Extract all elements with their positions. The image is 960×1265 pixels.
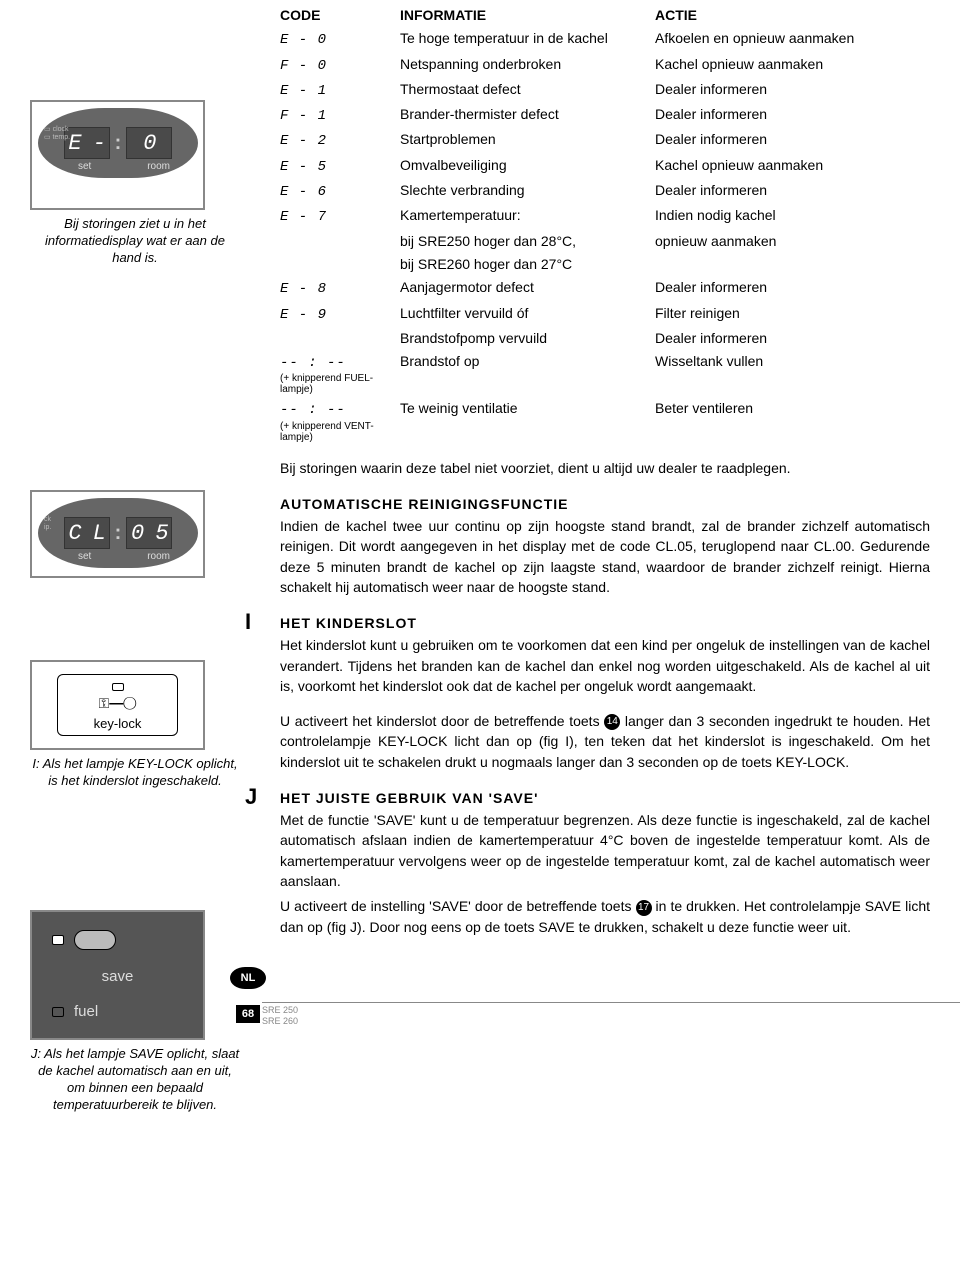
code-cell: -- : --(+ knipperend VENT-lampje) <box>280 398 395 442</box>
code-cell: E - 6 <box>280 180 395 202</box>
th-info: INFORMATIE <box>400 5 650 25</box>
info-cell: Aanjagermotor defect <box>400 277 650 299</box>
lcd-left: E - <box>64 127 110 159</box>
info-cell: Brander-thermister defect <box>400 104 650 126</box>
info-cell: Netspanning onderbroken <box>400 54 650 76</box>
lcd-right-2: 0 5 <box>126 517 172 549</box>
kinderslot-p2: U activeert het kinderslot door de betre… <box>280 711 930 772</box>
temp-indicator: temp. <box>53 134 71 141</box>
keylock-label: key-lock <box>66 716 169 731</box>
th-action: ACTIE <box>655 5 905 25</box>
kinderslot-p1: Het kinderslot kunt u gebruiken om te vo… <box>280 635 930 696</box>
info-cell: Brandstof op <box>400 351 650 395</box>
action-cell: Filter reinigen <box>655 303 905 325</box>
action-cell <box>655 254 905 274</box>
caption-i: I: Als het lampje KEY-LOCK oplicht, is h… <box>30 756 240 790</box>
code-cell: F - 1 <box>280 104 395 126</box>
kinderslot-title: HET KINDERSLOT <box>280 615 930 631</box>
code-cell: E - 9 <box>280 303 395 325</box>
info-cell: bij SRE250 hoger dan 28°C, <box>400 231 650 251</box>
code-cell: E - 0 <box>280 28 395 50</box>
action-cell: Beter ventileren <box>655 398 905 442</box>
code-cell: E - 5 <box>280 155 395 177</box>
info-cell: Thermostaat defect <box>400 79 650 101</box>
action-cell: Dealer informeren <box>655 79 905 101</box>
save-p2: U activeert de instelling 'SAVE' door de… <box>280 896 930 937</box>
lcd-room-label: room <box>147 161 170 172</box>
save-p1: Met de functie 'SAVE' kunt u de temperat… <box>280 810 930 891</box>
code-cell: E - 7 <box>280 205 395 227</box>
circled-17: 17 <box>636 900 652 916</box>
action-cell: Dealer informeren <box>655 180 905 202</box>
code-cell: F - 0 <box>280 54 395 76</box>
fuel-label: fuel <box>74 1003 98 1020</box>
save-title: HET JUISTE GEBRUIK VAN 'SAVE' <box>280 790 930 806</box>
action-cell: Indien nodig kachel <box>655 205 905 227</box>
section-letter-j: J <box>245 784 257 810</box>
nl-badge: NL <box>230 967 266 989</box>
info-cell: Omvalbeveiliging <box>400 155 650 177</box>
display-cl05-figure: ck ip. C L : 0 5 set room <box>30 490 205 578</box>
display-e0-figure: ▭ clock ▭ temp. E - : 0 set room <box>30 100 205 210</box>
code-cell: E - 2 <box>280 129 395 151</box>
error-code-table: CODE INFORMATIE ACTIE E - 0Te hoge tempe… <box>280 5 930 443</box>
code-cell: E - 1 <box>280 79 395 101</box>
lcd-left-2: C L <box>64 517 110 549</box>
action-cell: Wisseltank vullen <box>655 351 905 395</box>
lcd-right: 0 <box>126 127 172 159</box>
action-cell: Dealer informeren <box>655 104 905 126</box>
info-cell: Brandstofpomp vervuild <box>400 328 650 348</box>
action-cell: Dealer informeren <box>655 129 905 151</box>
info-cell: Luchtfilter vervuild óf <box>400 303 650 325</box>
action-cell: Kachel opnieuw aanmaken <box>655 54 905 76</box>
page-number: 68 <box>236 1005 260 1023</box>
code-cell <box>280 328 395 348</box>
auto-clean-title: AUTOMATISCHE REINIGINGSFUNCTIE <box>280 496 930 512</box>
info-cell: Te hoge temperatuur in de kachel <box>400 28 650 50</box>
code-cell <box>280 231 395 251</box>
info-cell: Kamertemperatuur: <box>400 205 650 227</box>
keylock-figure: ⚿━◯ key-lock <box>30 660 205 750</box>
circled-14: 14 <box>604 714 620 730</box>
info-cell: Slechte verbranding <box>400 180 650 202</box>
action-cell: Kachel opnieuw aanmaken <box>655 155 905 177</box>
caption-display1: Bij storingen ziet u in het informatiedi… <box>30 216 240 267</box>
info-cell: Te weinig ventilatie <box>400 398 650 442</box>
info-cell: Startproblemen <box>400 129 650 151</box>
after-table-note: Bij storingen waarin deze tabel niet voo… <box>280 458 930 478</box>
th-code: CODE <box>280 5 395 25</box>
model-list: SRE 250 SRE 260 <box>262 1005 298 1027</box>
action-cell: Dealer informeren <box>655 277 905 299</box>
lcd-set-label: set <box>78 161 91 172</box>
section-letter-i: I <box>245 609 251 635</box>
caption-j: J: Als het lampje SAVE oplicht, slaat de… <box>30 1046 240 1114</box>
code-cell: E - 8 <box>280 277 395 299</box>
clock-indicator: clock <box>53 126 69 133</box>
action-cell: opnieuw aanmaken <box>655 231 905 251</box>
info-cell: bij SRE260 hoger dan 27°C <box>400 254 650 274</box>
action-cell: Afkoelen en opnieuw aanmaken <box>655 28 905 50</box>
code-cell: -- : --(+ knipperend FUEL-lampje) <box>280 351 395 395</box>
action-cell: Dealer informeren <box>655 328 905 348</box>
key-icon: ⚿━◯ <box>66 695 169 712</box>
auto-clean-body: Indien de kachel twee uur continu op zij… <box>280 516 930 597</box>
code-cell <box>280 254 395 274</box>
